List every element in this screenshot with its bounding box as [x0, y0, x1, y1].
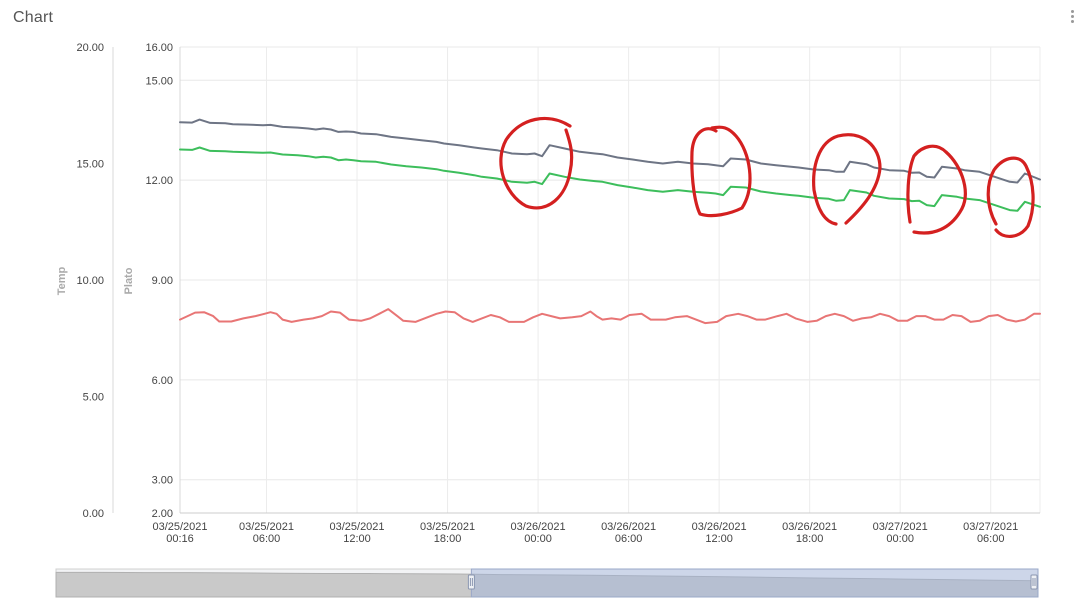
kebab-menu-icon[interactable]: [1069, 10, 1075, 26]
temp-axis-title: Temp: [56, 266, 68, 295]
x-tick-label-date: 03/26/2021: [782, 521, 837, 533]
temp-tick-label: 5.00: [83, 392, 104, 404]
hand-drawn-circle-1: [499, 116, 574, 210]
temp-tick-label: 20.00: [76, 42, 104, 54]
navigator-handle-left[interactable]: [467, 574, 475, 590]
x-tick-label-time: 00:00: [524, 533, 552, 545]
x-tick-label-date: 03/25/2021: [239, 521, 294, 533]
x-tick-label-date: 03/26/2021: [511, 521, 566, 533]
temp-tick-label: 0.00: [83, 508, 104, 520]
x-tick-label-time: 12:00: [705, 533, 733, 545]
x-tick-label-time: 06:00: [977, 533, 1005, 545]
plato-axis-title: Plato: [123, 267, 135, 294]
annotations: [499, 116, 1035, 238]
x-tick-label-time: 00:16: [166, 533, 194, 545]
temp-tick-label: 10.00: [76, 275, 104, 287]
series-line-1: [179, 146, 1041, 212]
plato-tick-label: 6.00: [152, 375, 173, 387]
x-tick-label-date: 03/25/2021: [152, 521, 207, 533]
temp-tick-label: 15.00: [76, 159, 104, 171]
grid-lines: [179, 46, 1041, 514]
x-tick-label-date: 03/26/2021: [601, 521, 656, 533]
x-tick-label-date: 03/26/2021: [692, 521, 747, 533]
hand-drawn-circle-3: [812, 133, 882, 226]
x-tick-label-date: 03/27/2021: [873, 521, 928, 533]
plato-tick-label: 2.00: [152, 508, 173, 520]
x-tick-label-time: 18:00: [434, 533, 462, 545]
plato-tick-label: 3.00: [152, 475, 173, 487]
axes: 0.00 5.00 10.00 15.00 20.00 2.00 3.00 6.00 9.00 1…: [56, 42, 1040, 545]
x-tick-label-time: 12:00: [343, 533, 371, 545]
x-tick-label-date: 03/25/2021: [329, 521, 384, 533]
navigator-selection[interactable]: [470, 568, 1039, 598]
x-tick-label-date: 03/25/2021: [420, 521, 475, 533]
plato-tick-label: 16.00: [145, 42, 173, 54]
hand-drawn-circle-4: [906, 144, 967, 235]
plato-tick-label: 9.00: [152, 275, 173, 287]
plato-tick-label: 12.00: [145, 175, 173, 187]
navigator-area: [55, 571, 1039, 598]
navigator-handle-right[interactable]: [1030, 574, 1038, 590]
x-tick-label-time: 18:00: [796, 533, 824, 545]
x-tick-label-time: 06:00: [253, 533, 281, 545]
plato-tick-label: 15.00: [145, 75, 173, 87]
series-line-0: [179, 118, 1041, 184]
series-line-2: [179, 308, 1041, 325]
hand-drawn-circle-2: [690, 125, 752, 218]
hand-drawn-circle-5: [986, 156, 1035, 238]
x-tick-label-time: 06:00: [615, 533, 643, 545]
x-tick-label-time: 00:00: [886, 533, 914, 545]
x-tick-label-date: 03/27/2021: [963, 521, 1018, 533]
navigator: [55, 568, 1039, 598]
card-title: Chart: [13, 9, 54, 26]
